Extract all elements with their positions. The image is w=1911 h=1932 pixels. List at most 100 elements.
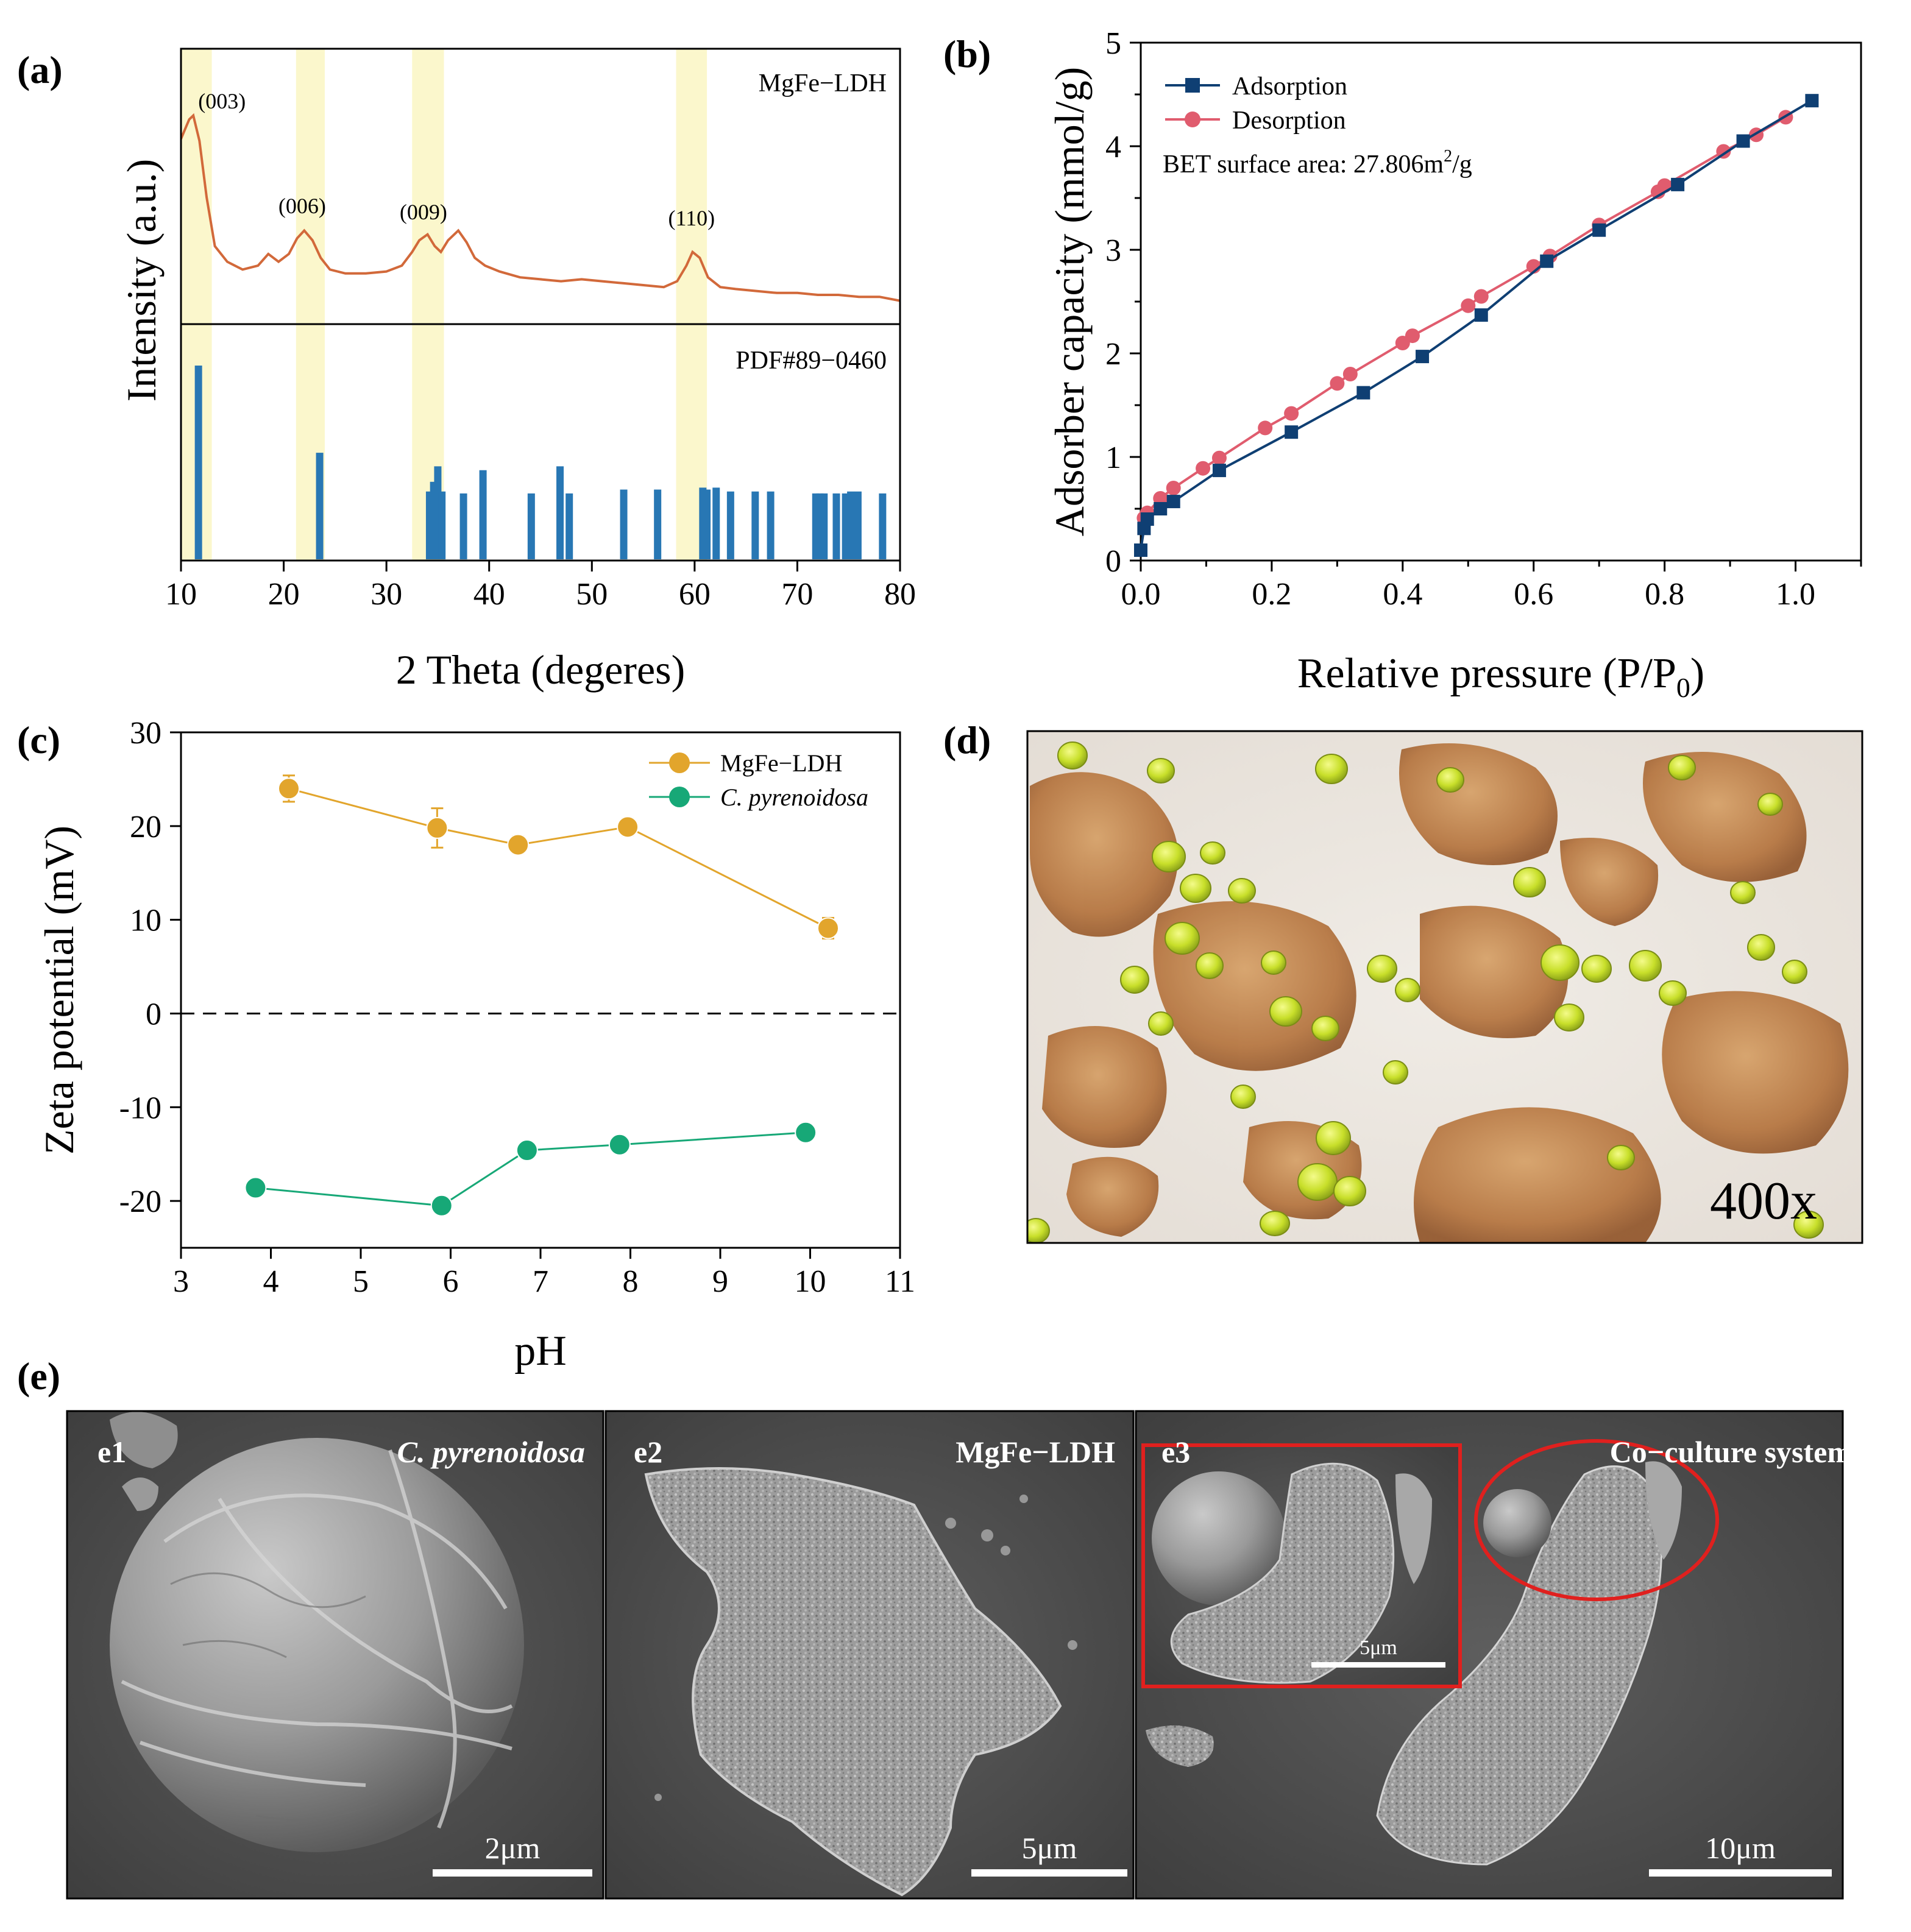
- panel-c-label: (c): [17, 718, 60, 762]
- desorption-point: [1716, 144, 1731, 159]
- desorption-point: [1211, 450, 1227, 465]
- bet-y-axis-label: Adsorber capacity (mmol/g): [1046, 67, 1093, 536]
- adsorption-point: [1134, 543, 1147, 557]
- zeta-point: [817, 917, 839, 939]
- adsorption-point: [1540, 254, 1554, 268]
- microscope-frame: [1026, 730, 1863, 1244]
- pdf-reference-line: [654, 489, 662, 559]
- ldh-particle: [644, 1467, 1062, 1897]
- sem-e3-title: Co−culture system: [1610, 1435, 1852, 1469]
- adsorption-point: [1154, 502, 1168, 515]
- desorption-point: [1342, 367, 1358, 381]
- co-culture-aggregate: [1376, 1465, 1663, 1866]
- zeta-point: [608, 1133, 631, 1156]
- pdf-reference-line: [703, 489, 711, 559]
- zeta-point: [278, 777, 300, 800]
- y-tick-label: 30: [130, 716, 161, 751]
- zeta-point: [516, 1139, 538, 1162]
- x-tick-label: 1.0: [1776, 577, 1815, 612]
- sem-e2-frame: [604, 1410, 1135, 1900]
- x-tick-label: 50: [576, 577, 608, 612]
- x-tick-label: 8: [623, 1264, 639, 1299]
- x-tick-label: 5: [353, 1264, 369, 1299]
- y-tick-label: 20: [130, 810, 161, 844]
- zeta-legend: MgFe−LDH C. pyrenoidosa: [649, 749, 868, 811]
- desorption-point: [1461, 298, 1476, 313]
- peak-label: (110): [668, 206, 715, 230]
- legend-adsorption: Adsorption: [1232, 73, 1347, 101]
- adsorption-point: [1592, 223, 1606, 237]
- xrd-top-label: MgFe−LDH: [759, 69, 887, 97]
- adsorption-point: [1671, 177, 1685, 191]
- pdf-reference-line: [316, 453, 324, 559]
- zeta-series: [244, 774, 839, 1217]
- panel-b-label: (b): [943, 32, 991, 76]
- sem-e1: [67, 1411, 603, 1898]
- pdf-reference-line: [767, 491, 775, 559]
- desorption-point: [1405, 328, 1420, 344]
- x-tick-label: 10: [165, 577, 197, 612]
- pdf-reference-line: [854, 491, 862, 559]
- desorption-point: [1657, 178, 1672, 193]
- pdf-reference-line: [438, 491, 446, 559]
- sem-e1-label: e1: [98, 1435, 126, 1469]
- algae-cell-sphere: [110, 1438, 524, 1852]
- x-tick-label: 0.4: [1383, 577, 1422, 612]
- co-culture-algae-cell: [1483, 1489, 1551, 1557]
- x-tick-label: 0.2: [1252, 577, 1291, 612]
- sem-e3-frame: [1135, 1410, 1844, 1900]
- x-tick-label: 10: [795, 1264, 826, 1299]
- adsorption-point: [1356, 386, 1370, 400]
- pdf-reference-line: [712, 487, 720, 559]
- adsorption-point: [1416, 350, 1430, 364]
- pdf-reference-line: [527, 493, 535, 559]
- adsorption-point: [1212, 464, 1226, 478]
- peak-label: (006): [278, 194, 326, 218]
- bet-x-axis-label: Relative pressure (P/P0): [1297, 650, 1704, 703]
- bet-axis-ticks: 0.0 0.2 0.4 0.6 0.8 1.0 0 1 2 3 4 5: [1105, 26, 1862, 612]
- highlight-band: [676, 49, 707, 561]
- inset-scale-bar: [1311, 1662, 1445, 1668]
- panel-d: (d): [943, 718, 1863, 1244]
- x-tick-label: 20: [268, 577, 300, 612]
- x-tick-label: 0.8: [1645, 577, 1684, 612]
- y-tick-label: 0: [146, 997, 161, 1031]
- xrd-y-axis-label: Intensity (a.u.): [118, 159, 165, 402]
- sem-e3-label: e3: [1161, 1435, 1190, 1469]
- sem-e1-title: C. pyrenoidosa: [397, 1435, 585, 1469]
- y-tick-label: 0: [1105, 544, 1121, 579]
- sem-e1-frame: [66, 1410, 604, 1900]
- pdf-reference-lines: [194, 366, 887, 559]
- x-tick-label: 7: [533, 1264, 548, 1299]
- sem-e3-scale-bar: [1649, 1869, 1832, 1877]
- zeta-axis-ticks: 3 4 5 6 7 8 9 10 11 -20 -10 0 10 20 30: [119, 716, 915, 1299]
- inset-scale-label: 5μm: [1360, 1637, 1397, 1659]
- x-tick-label: 30: [370, 577, 402, 612]
- desorption-point: [1473, 289, 1489, 304]
- desorption-point: [1330, 376, 1345, 391]
- panel-b: (b) 0.0 0.2 0.4 0.6 0.8 1.0 0 1 2 3 4 5 Adsorption …: [943, 26, 1862, 703]
- y-tick-label: 5: [1105, 26, 1121, 61]
- sem-e1-scale-bar: [433, 1869, 592, 1877]
- sem-e1-scale-label: 2μm: [485, 1831, 541, 1865]
- y-tick-label: 2: [1105, 337, 1121, 372]
- pdf-reference-line: [879, 493, 887, 559]
- xrd-pattern-line: [181, 113, 900, 302]
- sem-e2-label: e2: [634, 1435, 662, 1469]
- x-tick-label: 11: [885, 1264, 915, 1299]
- pdf-reference-line: [820, 493, 828, 559]
- x-tick-label: 0.6: [1514, 577, 1553, 612]
- zeta-point: [244, 1177, 267, 1199]
- highlight-ellipse: [1474, 1439, 1719, 1601]
- desorption-point: [1166, 481, 1181, 495]
- microscope-image: [1027, 731, 1862, 1243]
- adsorption-point: [1805, 94, 1819, 108]
- zeta-point: [795, 1121, 817, 1144]
- x-tick-label: 40: [473, 577, 505, 612]
- sem-e2-scale-label: 5μm: [1022, 1831, 1077, 1865]
- adsorption-point: [1166, 495, 1180, 509]
- panel-e: (e) e1 C. pyrenoidosa 2μm: [17, 1354, 1852, 1900]
- zeta-x-axis-label: pH: [514, 1328, 567, 1375]
- pdf-reference-line: [847, 491, 855, 559]
